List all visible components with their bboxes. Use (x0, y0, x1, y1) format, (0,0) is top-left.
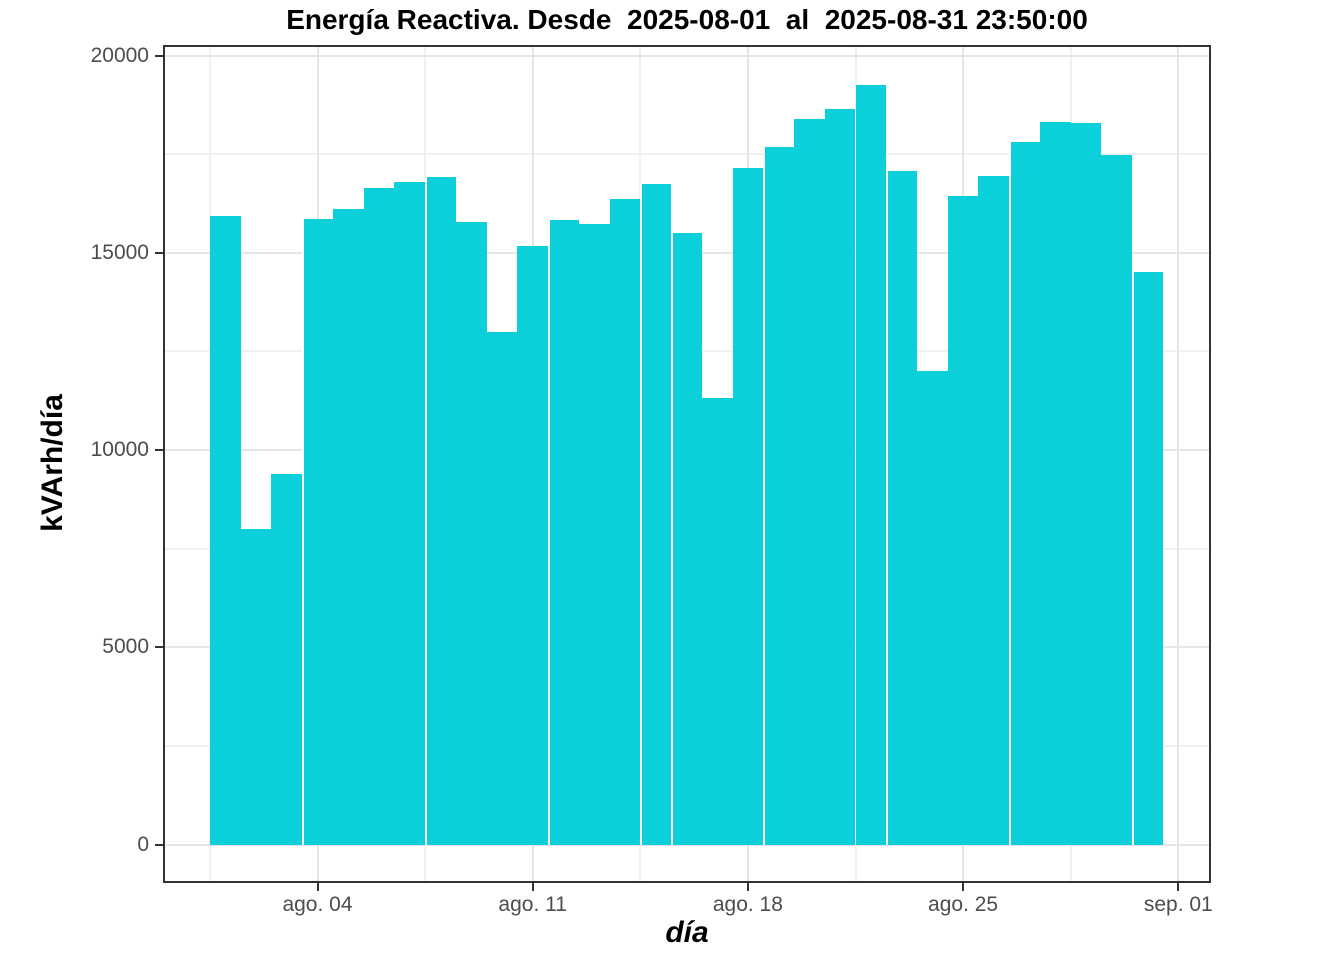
bar-day-22 (855, 84, 887, 845)
bar-day-06 (363, 187, 395, 845)
bar-day-27 (1009, 141, 1040, 845)
y-tick-label: 0 (137, 832, 149, 856)
bar-day-15 (640, 184, 672, 845)
bar-day-21 (824, 109, 856, 845)
bar-day-23 (886, 170, 917, 845)
bar-day-24 (916, 370, 948, 845)
y-tick-label: 5000 (102, 635, 149, 659)
bar-day-31 (1132, 272, 1163, 845)
bar-day-28 (1039, 121, 1071, 845)
bar-day-25 (947, 195, 979, 845)
x-axis-tick (316, 883, 319, 891)
x-axis-tick (1177, 883, 1180, 891)
plot-panel (163, 45, 1211, 883)
bar-day-29 (1070, 123, 1102, 845)
bar-day-13 (578, 223, 610, 845)
x-axis-tick (531, 883, 534, 891)
bar-day-26 (978, 175, 1010, 845)
y-axis-title: kVArh/día (36, 394, 69, 532)
bar-day-01 (209, 215, 241, 845)
y-axis-tick (155, 843, 163, 846)
x-axis-title: día (665, 916, 709, 949)
y-axis-tick (155, 449, 163, 451)
bar-day-20 (794, 119, 825, 845)
x-tick-label: sep. 01 (1143, 893, 1213, 916)
bar-day-02 (240, 529, 272, 845)
x-axis-tick (962, 883, 965, 891)
y-axis-tick (155, 54, 163, 57)
bar-day-08 (425, 176, 456, 845)
gridline-y-minor (165, 153, 1209, 156)
x-tick-label: ago. 04 (282, 893, 353, 916)
bar-day-17 (701, 398, 733, 845)
x-tick-label: ago. 11 (498, 893, 567, 916)
bar-day-10 (486, 331, 518, 845)
bar-day-05 (332, 208, 364, 845)
y-tick-label: 10000 (90, 438, 149, 461)
bar-day-11 (517, 246, 549, 845)
bar-day-19 (763, 147, 794, 845)
bar-day-04 (302, 218, 333, 845)
gridline-y-major (165, 843, 1209, 846)
bar-day-30 (1101, 154, 1133, 845)
x-tick-label: ago. 25 (928, 893, 999, 916)
y-tick-label: 20000 (90, 43, 149, 67)
y-tick-label: 15000 (90, 240, 149, 264)
x-axis-tick (746, 883, 749, 891)
chart-title: Energía Reactiva. Desde 2025-08-01 al 20… (286, 4, 1088, 35)
bar-day-16 (671, 232, 702, 845)
gridline-x-major (1177, 47, 1180, 881)
bar-day-12 (548, 220, 579, 845)
bar-day-03 (271, 474, 303, 845)
y-axis-tick (155, 251, 163, 254)
y-axis-tick (155, 646, 163, 649)
gridline-y-major (165, 54, 1209, 57)
bar-day-07 (394, 182, 426, 845)
bar-day-18 (732, 167, 764, 845)
bar-day-14 (609, 198, 641, 845)
bar-day-09 (455, 222, 487, 845)
x-tick-label: ago. 18 (712, 893, 783, 916)
